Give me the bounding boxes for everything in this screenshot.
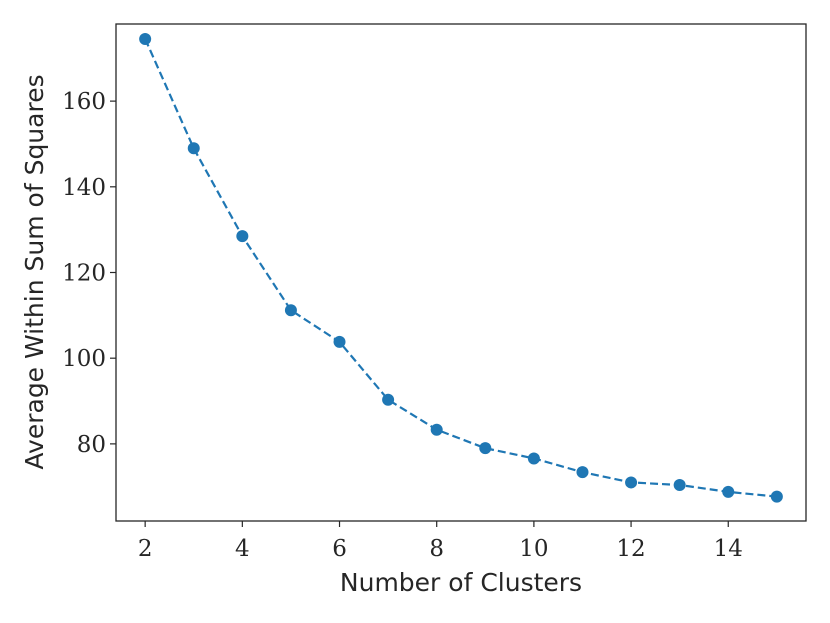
data-point: [187, 142, 200, 155]
data-point: [527, 452, 540, 465]
series-line: [144, 38, 777, 498]
data-point: [479, 442, 492, 455]
x-tick-label: 6: [332, 536, 347, 562]
y-axis-ticks: 80 100 120 140 160: [62, 89, 116, 458]
x-axis-title: Number of Clusters: [340, 568, 582, 597]
data-point: [284, 304, 297, 317]
y-tick-label: 160: [62, 89, 106, 115]
data-point: [722, 485, 735, 498]
y-tick-label: 80: [77, 432, 106, 458]
x-tick-label: 4: [235, 536, 250, 562]
data-point: [625, 476, 638, 489]
y-axis-title: Average Within Sum of Squares: [20, 74, 49, 469]
y-tick-label: 140: [62, 175, 106, 201]
data-point: [236, 230, 249, 243]
data-point: [333, 335, 346, 348]
data-point: [770, 490, 783, 503]
x-tick-label: 14: [714, 536, 743, 562]
data-point: [382, 393, 395, 406]
data-point: [576, 466, 589, 479]
data-points: [139, 32, 783, 503]
data-point: [673, 479, 686, 492]
y-tick-label: 100: [62, 346, 106, 372]
x-tick-label: 8: [429, 536, 444, 562]
y-tick-label: 120: [62, 261, 106, 287]
data-point: [430, 423, 443, 436]
x-tick-label: 2: [138, 536, 153, 562]
x-tick-label: 10: [519, 536, 548, 562]
x-axis-ticks: 2 4 6 8 10 12 14: [138, 521, 743, 562]
x-tick-label: 12: [616, 536, 645, 562]
plot-area: [115, 23, 807, 522]
data-point: [139, 32, 152, 45]
